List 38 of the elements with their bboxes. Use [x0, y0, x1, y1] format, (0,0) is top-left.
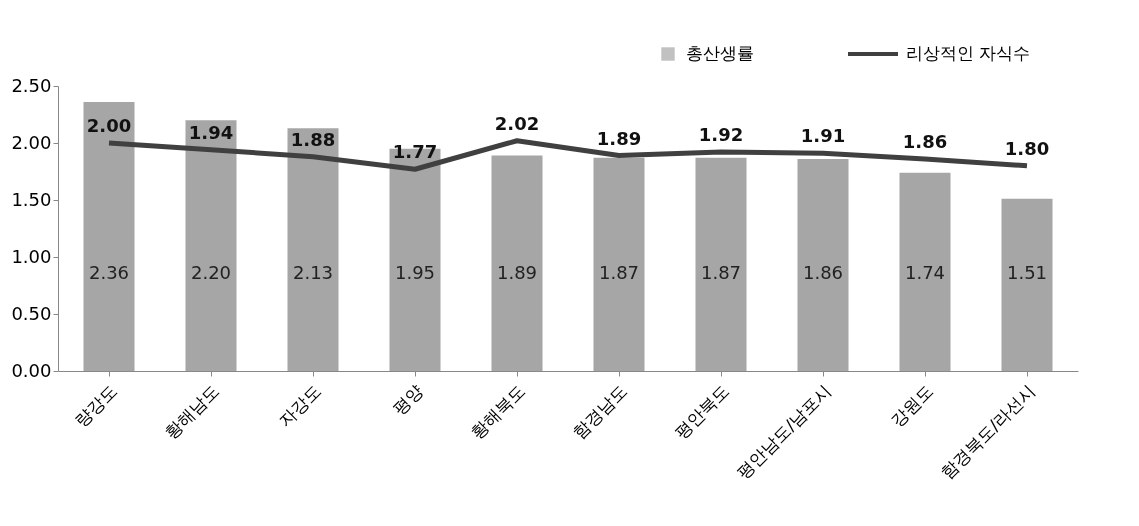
bar — [83, 101, 135, 371]
data-label: 1.89 — [496, 262, 538, 284]
y-tick-label: 0.00 — [11, 359, 52, 381]
bar — [1001, 198, 1053, 371]
data-label: 2.13 — [292, 262, 334, 284]
data-label: 1.86 — [902, 130, 948, 152]
y-tick-label: 2.00 — [11, 131, 52, 153]
data-label: 1.87 — [598, 262, 640, 284]
data-label: 2.36 — [88, 262, 130, 284]
legend-label: 리상적인 자식수 — [906, 43, 1031, 63]
bar — [797, 158, 849, 371]
data-label: 1.77 — [392, 141, 438, 163]
data-label: 1.91 — [800, 125, 846, 147]
data-label: 1.86 — [802, 262, 844, 284]
data-label: 2.20 — [190, 262, 232, 284]
y-tick-label: 1.50 — [11, 188, 52, 210]
bar — [593, 157, 645, 371]
data-label: 1.92 — [698, 124, 744, 146]
bar — [185, 120, 237, 371]
data-label: 1.94 — [188, 121, 234, 143]
data-label: 1.87 — [700, 262, 742, 284]
bar — [491, 155, 543, 371]
y-tick-label: 2.50 — [11, 74, 52, 96]
data-label: 1.95 — [394, 262, 436, 284]
data-label: 1.89 — [596, 127, 642, 149]
bar — [695, 157, 747, 371]
bar — [287, 128, 339, 371]
data-label: 1.74 — [904, 262, 946, 284]
data-label: 2.00 — [86, 115, 132, 136]
y-tick-label: 0.50 — [11, 302, 52, 324]
y-tick-label: 1.00 — [11, 245, 52, 267]
data-label: 1.51 — [1006, 262, 1048, 284]
bar — [899, 172, 951, 371]
x-tick-label: 평양 — [388, 380, 428, 419]
data-label: 1.80 — [1004, 137, 1050, 159]
data-label: 1.88 — [290, 128, 336, 150]
legend-label: 총산생률 — [686, 43, 754, 63]
data-label: 2.02 — [494, 112, 540, 134]
